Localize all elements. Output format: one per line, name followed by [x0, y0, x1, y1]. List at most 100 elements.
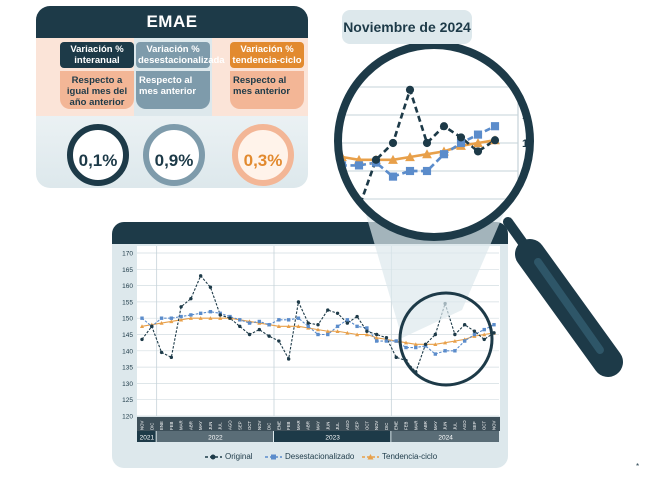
y-tick-label: 165	[122, 267, 133, 274]
data-point-desestacionalizado	[316, 332, 320, 337]
data-point-desestacionalizado	[490, 122, 500, 131]
x-tick-label: JUL	[335, 422, 340, 430]
y-tick-label: 155	[122, 299, 133, 306]
data-point-tendencia	[315, 327, 321, 332]
data-point-original	[384, 336, 389, 340]
x-tick-label: AGO	[228, 420, 233, 430]
kpi-label: Variación % desestacionalizada	[136, 42, 225, 68]
x-tick-label: DIC	[384, 423, 389, 430]
data-point-original	[267, 334, 271, 338]
data-point-original	[365, 329, 369, 333]
data-point-desestacionalizado	[405, 166, 415, 176]
data-point-tendencia	[188, 316, 193, 320]
x-tick-label: ENE	[159, 421, 164, 430]
y-tick-label: 150	[122, 316, 133, 323]
data-point-desestacionalizado	[456, 138, 466, 148]
data-point-original	[326, 308, 330, 312]
x-tick-label: DIC	[149, 423, 154, 430]
data-point-desestacionalizado	[306, 324, 310, 329]
data-point-tendencia	[208, 316, 213, 320]
data-point-original	[374, 332, 379, 337]
series-line-desestacionalizado	[338, 125, 496, 179]
data-point-desestacionalizado	[414, 345, 418, 350]
data-point-original	[316, 323, 320, 327]
data-point-desestacionalizado	[443, 349, 447, 353]
year-label: 2024	[438, 435, 453, 442]
x-tick-label: ABR	[423, 421, 428, 430]
data-point-tendencia	[452, 338, 457, 343]
data-point-tendencia	[159, 321, 164, 325]
x-tick-label: ABR	[306, 421, 311, 430]
data-point-original	[405, 85, 415, 94]
data-point-desestacionalizado	[277, 318, 281, 322]
data-point-original	[169, 355, 174, 360]
kpi-value-interanual: 0,1%	[67, 124, 129, 186]
data-point-desestacionalizado	[169, 316, 174, 320]
data-point-desestacionalizado	[345, 318, 350, 322]
x-tick-label: NOV	[140, 421, 145, 430]
data-point-desestacionalizado	[198, 311, 203, 316]
kpi-value-desestacionalizada: 0,9%	[143, 124, 205, 186]
data-point-original	[238, 324, 242, 329]
data-point-original	[462, 323, 467, 327]
data-point-tendencia	[413, 342, 418, 346]
y-tick-label: 160	[122, 283, 133, 290]
magnifier-handle-highlight	[534, 258, 604, 354]
x-tick-label: AGO	[345, 420, 350, 430]
data-point-tendencia	[405, 152, 415, 162]
x-tick-label: FEB	[286, 422, 291, 430]
data-point-desestacionalizado	[365, 326, 369, 330]
data-point-desestacionalizado	[374, 339, 379, 343]
month-bar	[137, 417, 500, 431]
year-bar	[274, 431, 391, 442]
x-tick-label: ENE	[276, 421, 281, 430]
x-tick-label: NOV	[257, 421, 262, 430]
data-point-tendencia	[325, 329, 330, 333]
legend-label-tendencia: Tendencia-ciclo	[382, 452, 438, 461]
data-point-desestacionalizado	[238, 318, 242, 322]
kpi-value-tendencia: 0,3%	[232, 124, 294, 186]
data-point-tendencia	[443, 340, 448, 345]
data-point-original	[321, 178, 329, 186]
kpi-label: Variación % interanual	[60, 42, 134, 68]
data-point-tendencia	[198, 316, 203, 320]
data-point-original	[335, 311, 340, 316]
data-point-desestacionalizado	[267, 323, 271, 327]
data-point-original	[394, 355, 398, 360]
data-point-original	[296, 300, 301, 304]
x-tick-label: SEP	[355, 421, 360, 430]
y-tick-label: 130	[122, 381, 133, 388]
data-point-original	[453, 332, 457, 337]
data-point-tendencia	[276, 324, 281, 329]
data-point-original	[423, 342, 428, 346]
x-tick-label: OCT	[482, 421, 487, 430]
data-point-tendencia	[286, 324, 291, 329]
data-point-desestacionalizado	[439, 150, 449, 159]
y-tick-label: 140	[122, 348, 133, 355]
data-point-tendencia	[403, 340, 409, 345]
data-point-desestacionalizado	[354, 161, 364, 170]
year-label: 2023	[325, 435, 340, 442]
x-tick-label: OCT	[247, 421, 252, 430]
data-point-desestacionalizado	[462, 339, 467, 343]
data-point-desestacionalizado	[335, 324, 340, 329]
y-tick-label: 135	[122, 365, 133, 372]
data-point-tendencia	[169, 319, 174, 324]
year-label: 2021	[140, 435, 155, 442]
data-point-desestacionalizado	[247, 321, 252, 325]
data-point-tendencia	[139, 324, 145, 329]
data-point-original	[218, 313, 222, 317]
data-point-desestacionalizado	[384, 339, 389, 343]
data-point-desestacionalizado	[286, 318, 291, 322]
x-tick-label: OCT	[364, 421, 369, 430]
data-point-original	[286, 357, 291, 361]
kpi-sublabel: Respecto al mes anterior	[230, 71, 304, 109]
data-point-original	[355, 314, 359, 319]
legend-label-original: Original	[225, 452, 253, 461]
data-point-original	[159, 350, 164, 355]
kpi-label: Variación % tendencia-ciclo	[230, 42, 304, 68]
data-point-desestacionalizado	[355, 324, 359, 329]
magnifier-rim	[334, 41, 534, 241]
data-point-tendencia	[388, 154, 398, 164]
